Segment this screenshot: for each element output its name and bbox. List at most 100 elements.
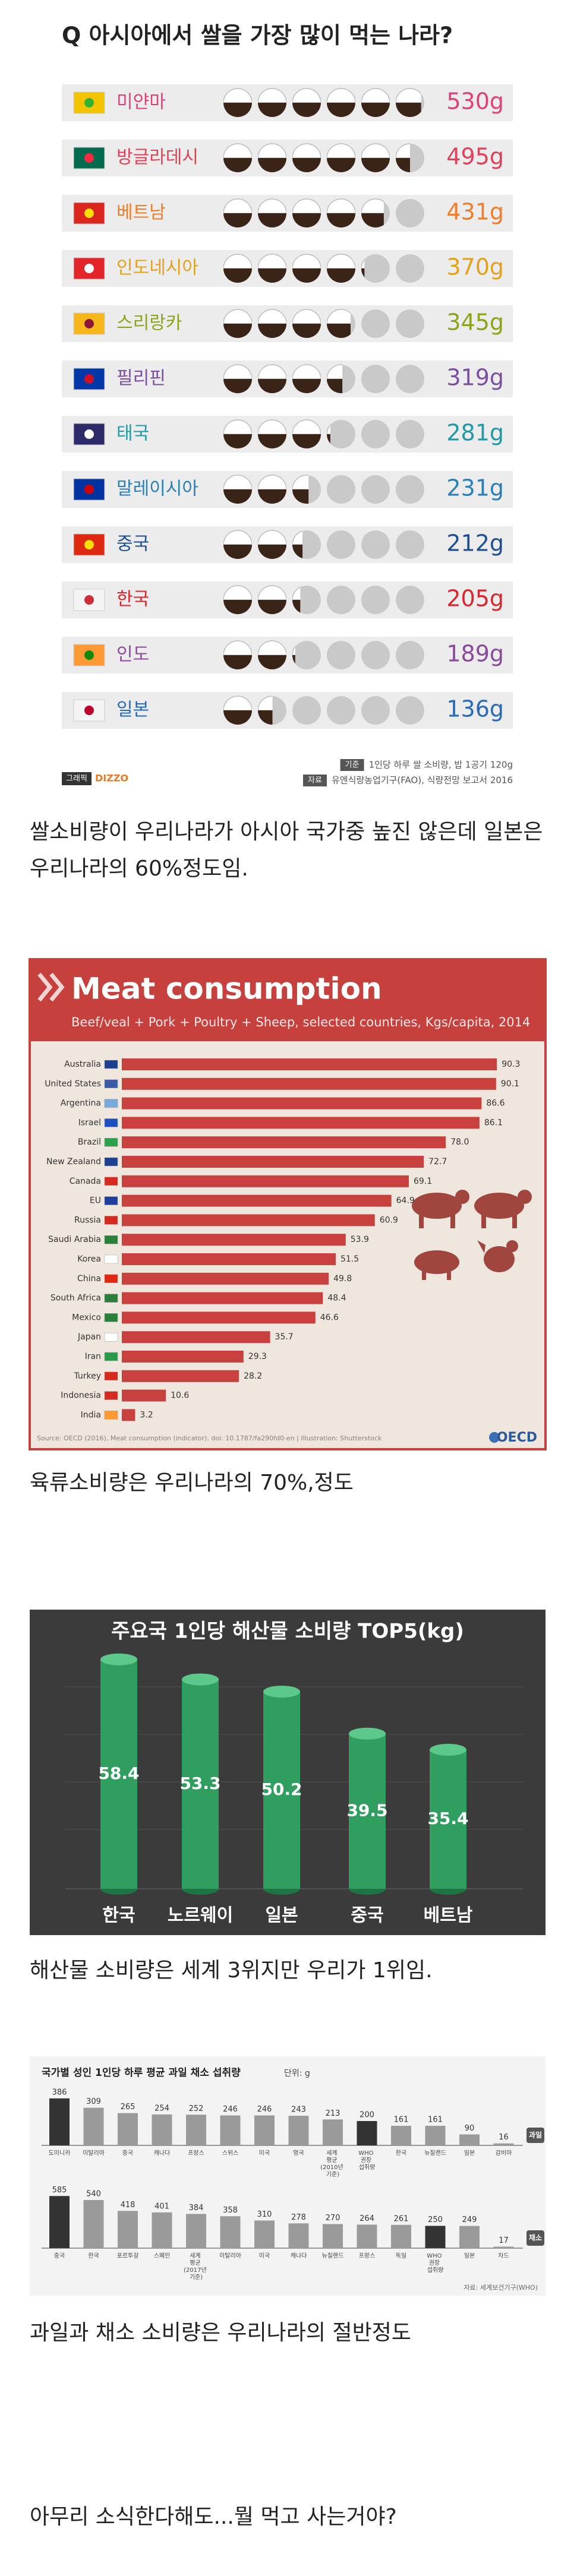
category-label: 필리핀 bbox=[116, 368, 166, 389]
bowl bbox=[292, 198, 321, 227]
note-tag: 자료 bbox=[308, 776, 322, 785]
flag-emblem bbox=[84, 429, 94, 439]
bowl bbox=[292, 254, 321, 283]
bowl-rice bbox=[396, 143, 410, 159]
empty-bowl bbox=[396, 254, 424, 283]
bar bbox=[122, 1097, 482, 1110]
value-label: 250 bbox=[428, 2215, 443, 2224]
bar bbox=[122, 1175, 409, 1187]
value-label: 309 bbox=[86, 2097, 101, 2106]
flag bbox=[73, 312, 105, 335]
bar bbox=[122, 1292, 323, 1304]
category-label: 차드 bbox=[498, 2252, 509, 2259]
bowl-rice bbox=[327, 88, 355, 103]
empty-bowl bbox=[327, 530, 355, 559]
cylinder-top bbox=[263, 1686, 300, 1698]
bar bbox=[220, 2216, 241, 2248]
empty-bowl bbox=[327, 420, 355, 448]
cylinder-body bbox=[100, 1659, 137, 1889]
bowl-rice bbox=[258, 198, 286, 214]
bar bbox=[122, 1214, 375, 1227]
bowl bbox=[292, 88, 321, 117]
value-label: 17 bbox=[499, 2236, 509, 2245]
row-background bbox=[62, 140, 513, 176]
bowl bbox=[361, 88, 390, 117]
bowl-rice bbox=[258, 530, 286, 545]
country-flag bbox=[104, 1235, 118, 1244]
bowl-rice bbox=[292, 254, 321, 269]
category-label: 세계 평균 (2010년 기준) bbox=[320, 2150, 345, 2178]
bar bbox=[391, 2125, 411, 2145]
country-flag bbox=[104, 1313, 118, 1322]
category-label: 뉴질랜드 bbox=[424, 2150, 446, 2157]
category-label: 프랑스 bbox=[188, 2150, 204, 2157]
value-label: 254 bbox=[155, 2104, 169, 2113]
post-text: 아무리 소식한다해도...뭘 먹고 사는거야? bbox=[30, 2505, 397, 2529]
note-badge bbox=[340, 759, 364, 771]
category-label: 도미니카 bbox=[49, 2150, 71, 2157]
country-flag bbox=[104, 1332, 118, 1342]
bowl-rice bbox=[292, 88, 321, 103]
bowl bbox=[396, 143, 410, 172]
bowl-rice bbox=[223, 364, 252, 380]
bowl bbox=[327, 364, 343, 393]
value-label: 530g bbox=[446, 88, 504, 115]
empty-bowl bbox=[292, 641, 321, 669]
bowl-base bbox=[258, 379, 286, 393]
category-label: 베트남 bbox=[116, 203, 166, 223]
bowl bbox=[223, 88, 252, 117]
bar bbox=[83, 2107, 104, 2145]
bowl bbox=[396, 88, 421, 117]
post-text: 해산물 소비량은 세계 3위지만 우리가 1위임. bbox=[30, 1958, 433, 1983]
bowl-rice bbox=[361, 88, 390, 103]
category-label: 뉴질랜드 bbox=[322, 2252, 344, 2259]
flag-emblem bbox=[84, 485, 94, 494]
bowl-rice bbox=[223, 585, 252, 600]
value-label: 231g bbox=[446, 475, 504, 501]
category-label: 이탈리아 bbox=[219, 2252, 241, 2259]
bowl bbox=[258, 640, 286, 669]
category-label: 캐나다 bbox=[154, 2150, 171, 2157]
bowl bbox=[223, 309, 252, 338]
value-label: 249 bbox=[462, 2215, 477, 2224]
bowl-rice bbox=[258, 254, 286, 269]
category-label: 일본 bbox=[464, 2252, 475, 2259]
category-label: Israel bbox=[78, 1118, 101, 1127]
bowl bbox=[223, 640, 252, 669]
country-flag bbox=[104, 1099, 118, 1108]
value-label: 252 bbox=[189, 2104, 204, 2113]
country-flag bbox=[104, 1157, 118, 1167]
category-label: 한국 bbox=[116, 589, 149, 610]
country-flag bbox=[104, 1060, 118, 1069]
bowl-group bbox=[223, 143, 424, 172]
cylinder-top bbox=[349, 1727, 386, 1740]
category-label: 이탈리아 bbox=[83, 2149, 105, 2157]
category-label: 프랑스 bbox=[359, 2252, 376, 2259]
bowl bbox=[258, 143, 286, 172]
value-label: 90.1 bbox=[501, 1079, 519, 1089]
bowl-rice bbox=[223, 419, 252, 435]
category-label: Canada bbox=[70, 1177, 101, 1186]
row-background bbox=[62, 581, 513, 618]
category-label: EU bbox=[90, 1196, 101, 1206]
value-label: 418 bbox=[121, 2201, 135, 2210]
bowl bbox=[223, 585, 252, 614]
bar bbox=[122, 1272, 329, 1285]
bowl-rice bbox=[258, 475, 286, 490]
bar bbox=[425, 2226, 446, 2248]
bowl-group bbox=[223, 530, 424, 559]
bowl bbox=[258, 309, 286, 338]
category-label: 한국 bbox=[396, 2150, 406, 2157]
bar bbox=[459, 2226, 480, 2248]
bowl-rice bbox=[292, 530, 303, 545]
value-label: 278 bbox=[291, 2213, 306, 2222]
bowl bbox=[292, 530, 303, 558]
bowl-base bbox=[258, 600, 286, 614]
value-label: 28.2 bbox=[244, 1371, 262, 1381]
flag-emblem bbox=[84, 650, 94, 660]
bowl-group bbox=[223, 364, 424, 393]
bowl-rice bbox=[223, 254, 252, 269]
bowl-base bbox=[292, 213, 321, 227]
note-badge bbox=[302, 775, 327, 786]
bowl-rice bbox=[223, 530, 252, 545]
